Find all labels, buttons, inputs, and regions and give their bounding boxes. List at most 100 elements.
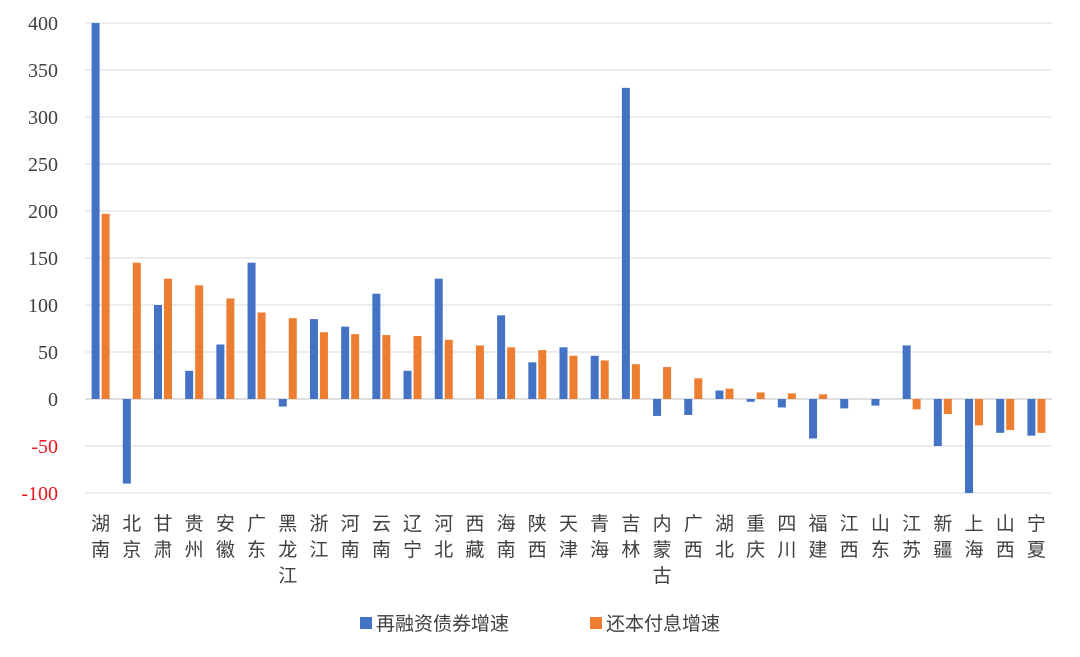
bar-debt-service-growth bbox=[631, 364, 640, 399]
bar-refinancing-bond-growth bbox=[965, 399, 974, 493]
x-category-label: 黑龙江 bbox=[278, 513, 297, 587]
bars bbox=[91, 23, 1046, 493]
bar-refinancing-bond-growth bbox=[590, 355, 599, 399]
y-tick-label: 250 bbox=[28, 154, 58, 176]
x-category-label: 重庆 bbox=[746, 513, 765, 561]
x-category-label: 湖北 bbox=[715, 513, 734, 561]
bar-refinancing-bond-growth bbox=[715, 390, 724, 399]
legend-swatch bbox=[360, 617, 372, 629]
x-category-label: 甘肃 bbox=[153, 513, 172, 561]
bar-refinancing-bond-growth bbox=[746, 399, 755, 402]
bar-debt-service-growth bbox=[288, 318, 297, 399]
x-category-label: 山东 bbox=[871, 513, 890, 561]
gridlines bbox=[85, 22, 1052, 494]
bar-debt-service-growth bbox=[444, 339, 453, 399]
bar-debt-service-growth bbox=[663, 367, 672, 399]
bar-refinancing-bond-growth bbox=[497, 315, 506, 399]
legend: 再融资债券增速 还本付息增速 bbox=[360, 613, 720, 635]
y-tick-label: 150 bbox=[28, 248, 58, 270]
bar-refinancing-bond-growth bbox=[528, 362, 537, 399]
bar-refinancing-bond-growth bbox=[122, 399, 131, 484]
x-category-label: 湖南 bbox=[91, 513, 110, 561]
bar-debt-service-growth bbox=[195, 285, 204, 399]
bar-debt-service-growth bbox=[538, 350, 547, 399]
bar-debt-service-growth bbox=[351, 334, 360, 399]
bar-refinancing-bond-growth bbox=[653, 399, 662, 416]
bar-refinancing-bond-growth bbox=[559, 347, 568, 399]
bar-debt-service-growth bbox=[382, 335, 391, 399]
bar-refinancing-bond-growth bbox=[871, 399, 880, 406]
x-category-label: 广东 bbox=[247, 513, 266, 561]
bar-debt-service-growth bbox=[569, 355, 578, 399]
x-category-label: 西藏 bbox=[465, 513, 484, 561]
bar-refinancing-bond-growth bbox=[153, 305, 162, 399]
x-category-label: 内蒙古 bbox=[653, 513, 672, 587]
y-tick-label: 350 bbox=[28, 60, 58, 82]
x-category-label: 天津 bbox=[559, 513, 578, 561]
bar-refinancing-bond-growth bbox=[372, 293, 381, 399]
bar-debt-service-growth bbox=[475, 345, 484, 399]
y-tick-label: -50 bbox=[31, 436, 58, 458]
x-category-label: 吉林 bbox=[621, 513, 640, 561]
bar-refinancing-bond-growth bbox=[278, 399, 287, 407]
x-category-label: 安徽 bbox=[216, 513, 235, 561]
bar-debt-service-growth bbox=[257, 312, 266, 399]
bar-debt-service-growth bbox=[101, 213, 110, 399]
y-tick-label: 400 bbox=[28, 13, 58, 35]
bar-refinancing-bond-growth bbox=[341, 326, 350, 399]
x-category-label: 辽宁 bbox=[403, 513, 422, 561]
bar-debt-service-growth bbox=[787, 393, 796, 399]
x-category-label: 宁夏 bbox=[1027, 513, 1046, 561]
x-category-label: 河北 bbox=[434, 513, 453, 561]
bar-refinancing-bond-growth bbox=[1027, 399, 1036, 436]
legend-label: 还本付息增速 bbox=[606, 613, 720, 635]
bar-refinancing-bond-growth bbox=[621, 87, 630, 400]
bar-refinancing-bond-growth bbox=[933, 399, 942, 446]
x-category-label: 上海 bbox=[965, 513, 984, 561]
bar-debt-service-growth bbox=[413, 336, 422, 399]
y-tick-label: 0 bbox=[48, 389, 58, 411]
bar-refinancing-bond-growth bbox=[434, 278, 443, 399]
bar-debt-service-growth bbox=[912, 399, 921, 410]
bar-refinancing-bond-growth bbox=[309, 319, 318, 399]
bar-debt-service-growth bbox=[756, 392, 765, 399]
y-tick-label: 100 bbox=[28, 295, 58, 317]
bar-debt-service-growth bbox=[319, 332, 328, 399]
bar-refinancing-bond-growth bbox=[840, 399, 849, 409]
bar-refinancing-bond-growth bbox=[91, 23, 100, 399]
bar-debt-service-growth bbox=[507, 347, 516, 399]
bar-refinancing-bond-growth bbox=[809, 399, 818, 439]
bar-debt-service-growth bbox=[975, 399, 984, 426]
bar-refinancing-bond-growth bbox=[684, 399, 693, 415]
x-category-label: 新疆 bbox=[933, 513, 952, 561]
y-tick-label: -100 bbox=[21, 483, 58, 505]
bar-debt-service-growth bbox=[819, 394, 828, 399]
y-tick-label: 200 bbox=[28, 201, 58, 223]
bar-refinancing-bond-growth bbox=[403, 370, 412, 399]
y-tick-label: 50 bbox=[38, 342, 58, 364]
bar-debt-service-growth bbox=[943, 399, 952, 415]
x-category-label: 海南 bbox=[497, 513, 516, 561]
bar-refinancing-bond-growth bbox=[216, 344, 225, 399]
x-category-label: 陕西 bbox=[528, 513, 547, 561]
x-category-label: 四川 bbox=[777, 513, 796, 561]
x-axis: 湖南北京甘肃贵州安徽广东黑龙江浙江河南云南辽宁河北西藏海南陕西天津青海吉林内蒙古… bbox=[91, 513, 1046, 587]
x-category-label: 福建 bbox=[809, 513, 828, 561]
bar-debt-service-growth bbox=[600, 360, 609, 399]
x-category-label: 青海 bbox=[590, 513, 609, 561]
x-category-label: 云南 bbox=[372, 513, 391, 561]
bar-refinancing-bond-growth bbox=[185, 370, 194, 399]
bar-refinancing-bond-growth bbox=[996, 399, 1005, 433]
bar-debt-service-growth bbox=[132, 262, 141, 399]
x-category-label: 山西 bbox=[996, 513, 1015, 561]
x-category-label: 江苏 bbox=[902, 513, 921, 561]
x-category-label: 浙江 bbox=[309, 513, 328, 561]
bar-refinancing-bond-growth bbox=[247, 262, 256, 399]
legend-label: 再融资债券增速 bbox=[376, 613, 509, 635]
y-tick-label: 300 bbox=[28, 107, 58, 129]
x-category-label: 北京 bbox=[122, 513, 141, 561]
bar-debt-service-growth bbox=[1006, 399, 1015, 431]
bar-debt-service-growth bbox=[725, 388, 734, 399]
x-category-label: 河南 bbox=[341, 513, 360, 561]
